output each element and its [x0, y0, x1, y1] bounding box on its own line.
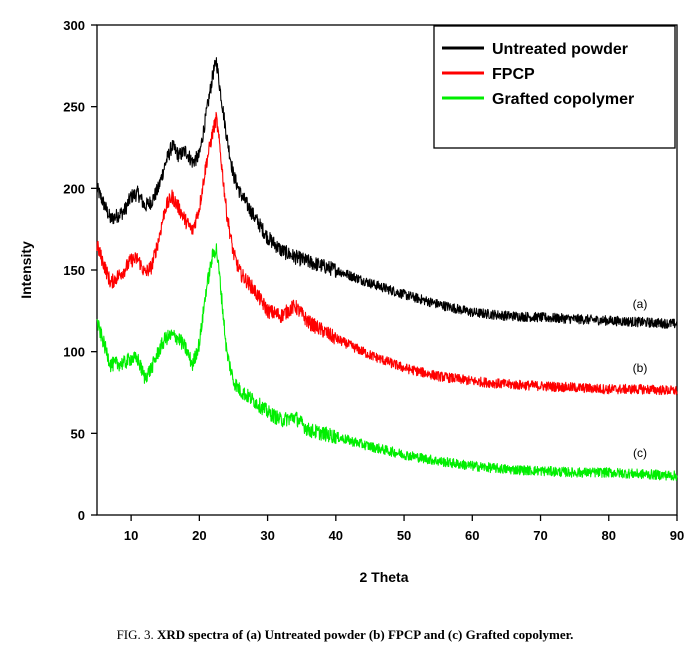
legend-box: [433, 25, 676, 149]
series-line-1: [96, 57, 678, 329]
caption-prefix: FIG. 3.: [116, 627, 158, 642]
x-axis-title: 2 Theta: [359, 569, 408, 585]
x-tick-label-3: 30: [260, 528, 274, 543]
legend-label-3: Grafted copolymer: [492, 91, 634, 108]
y-tick-label-5: 200: [63, 181, 85, 196]
legend-label-2: FPCP: [492, 66, 535, 83]
x-tick-label-7: 70: [533, 528, 547, 543]
x-tick-label-6: 60: [465, 528, 479, 543]
curve-label-3: (c): [633, 446, 647, 460]
x-tick-label-1: 10: [124, 528, 138, 543]
x-tick-label-9: 90: [670, 528, 684, 543]
figure-caption: FIG. 3. XRD spectra of (a) Untreated pow…: [0, 627, 690, 643]
x-tick-label-4: 40: [329, 528, 343, 543]
y-tick-label-3: 100: [63, 345, 85, 360]
series-line-2: [96, 111, 678, 396]
x-tick-label-8: 80: [602, 528, 616, 543]
x-tick-label-2: 20: [192, 528, 206, 543]
caption-text: XRD spectra of (a) Untreated powder (b) …: [157, 627, 574, 642]
y-tick-label-1: 0: [78, 508, 85, 523]
curve-label-1: (a): [633, 297, 648, 311]
y-axis-title: Intensity: [18, 241, 34, 299]
curve-label-2: (b): [633, 361, 648, 375]
y-tick-label-2: 50: [71, 426, 85, 441]
x-tick-label-5: 50: [397, 528, 411, 543]
y-tick-label-7: 300: [63, 18, 85, 33]
legend-label-1: Untreated powder: [492, 41, 628, 58]
series-line-3: [96, 243, 678, 481]
y-tick-label-6: 250: [63, 100, 85, 115]
y-tick-label-4: 150: [63, 263, 85, 278]
